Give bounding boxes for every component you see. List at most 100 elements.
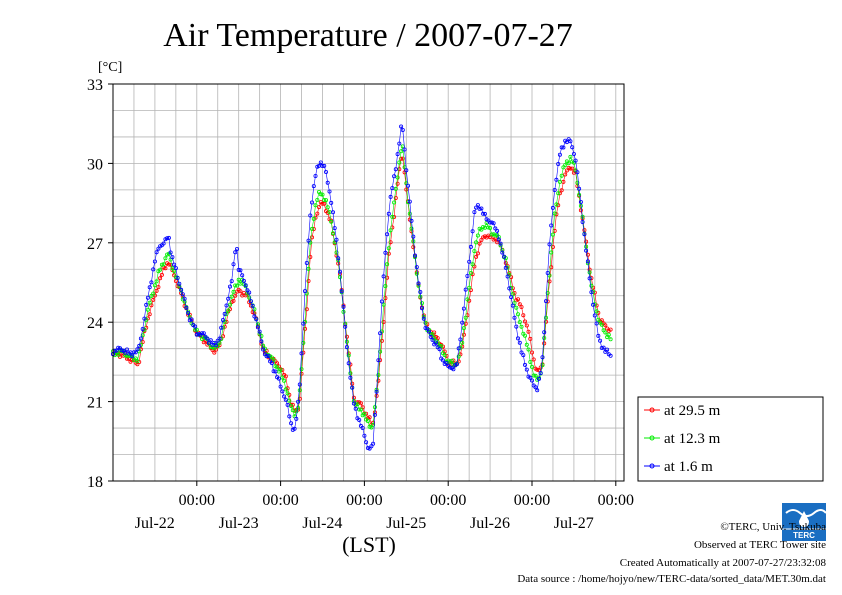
data-point (306, 238, 311, 243)
data-point (325, 180, 330, 185)
data-point (524, 342, 529, 347)
data-point (234, 246, 239, 251)
data-point (219, 325, 224, 330)
data-point (189, 317, 194, 322)
data-point (367, 424, 372, 429)
data-point (419, 306, 424, 311)
data-point (170, 255, 175, 260)
data-point (498, 241, 503, 246)
data-point (502, 254, 507, 259)
data-point (301, 340, 306, 345)
data-point (271, 369, 276, 374)
data-point (163, 266, 168, 271)
data-point (236, 267, 241, 272)
data-point (309, 226, 314, 231)
data-point (226, 308, 231, 313)
footer-source: Data source : /home/hojyo/new/TERC-data/… (517, 573, 826, 585)
data-point (523, 333, 528, 338)
data-point (372, 412, 377, 417)
data-point (177, 284, 182, 289)
data-point (584, 239, 589, 244)
data-point (383, 296, 388, 301)
data-point (491, 221, 496, 226)
data-point (571, 151, 576, 156)
data-point (540, 363, 545, 368)
data-point (393, 186, 398, 191)
data-point (283, 374, 288, 379)
legend-box (637, 396, 824, 482)
data-point (556, 191, 561, 196)
data-point (577, 192, 582, 197)
data-point (386, 246, 391, 251)
data-point (540, 355, 545, 360)
data-point (550, 205, 555, 210)
data-point (477, 206, 482, 211)
data-point (372, 405, 377, 410)
data-point (386, 251, 391, 256)
data-point (269, 361, 274, 366)
data-point (493, 233, 498, 238)
data-point (486, 225, 491, 230)
data-point (114, 348, 119, 353)
data-point (266, 353, 271, 358)
data-point (556, 161, 561, 166)
data-point (530, 378, 535, 383)
data-point (353, 406, 358, 411)
data-point (137, 359, 142, 364)
data-point (313, 203, 318, 208)
data-point (474, 254, 479, 259)
data-point (472, 210, 477, 215)
data-point (568, 166, 573, 171)
data-point (248, 299, 253, 304)
data-point (547, 273, 552, 278)
data-point (304, 307, 309, 312)
data-point (425, 326, 430, 331)
data-point (538, 370, 543, 375)
data-point (318, 160, 323, 165)
data-point (213, 343, 218, 348)
data-point (392, 200, 397, 205)
data-point (144, 302, 149, 307)
data-point (306, 266, 311, 271)
data-point (154, 250, 159, 255)
data-point (460, 340, 465, 345)
data-point (280, 375, 285, 380)
y-tick-label: 18 (87, 474, 103, 491)
data-point (264, 354, 269, 359)
data-point (383, 250, 388, 255)
data-point (507, 286, 512, 291)
data-point (451, 367, 456, 372)
data-point (458, 337, 463, 342)
data-point (444, 360, 449, 365)
data-point (231, 298, 236, 303)
data-point (481, 211, 486, 216)
data-point (533, 385, 538, 390)
data-point (290, 408, 295, 413)
data-point (278, 367, 283, 372)
data-point (172, 268, 177, 273)
data-point (505, 274, 510, 279)
data-point (311, 184, 316, 189)
data-point (416, 281, 421, 286)
data-point (299, 367, 304, 372)
data-point (259, 339, 264, 344)
data-point (257, 329, 262, 334)
data-point (222, 311, 227, 316)
data-point (414, 265, 419, 270)
data-point (537, 368, 542, 373)
data-point (159, 272, 164, 277)
logo-text: TERC (793, 531, 815, 540)
data-point (526, 347, 531, 352)
data-point (388, 240, 393, 245)
data-point (227, 284, 232, 289)
data-point (385, 232, 390, 237)
data-point (474, 205, 479, 210)
data-point (395, 152, 400, 157)
data-point (315, 197, 320, 202)
data-point (367, 415, 372, 420)
data-point (514, 324, 519, 329)
data-point (400, 127, 405, 132)
data-point (201, 331, 206, 336)
data-point (137, 343, 142, 348)
data-point (596, 317, 601, 322)
